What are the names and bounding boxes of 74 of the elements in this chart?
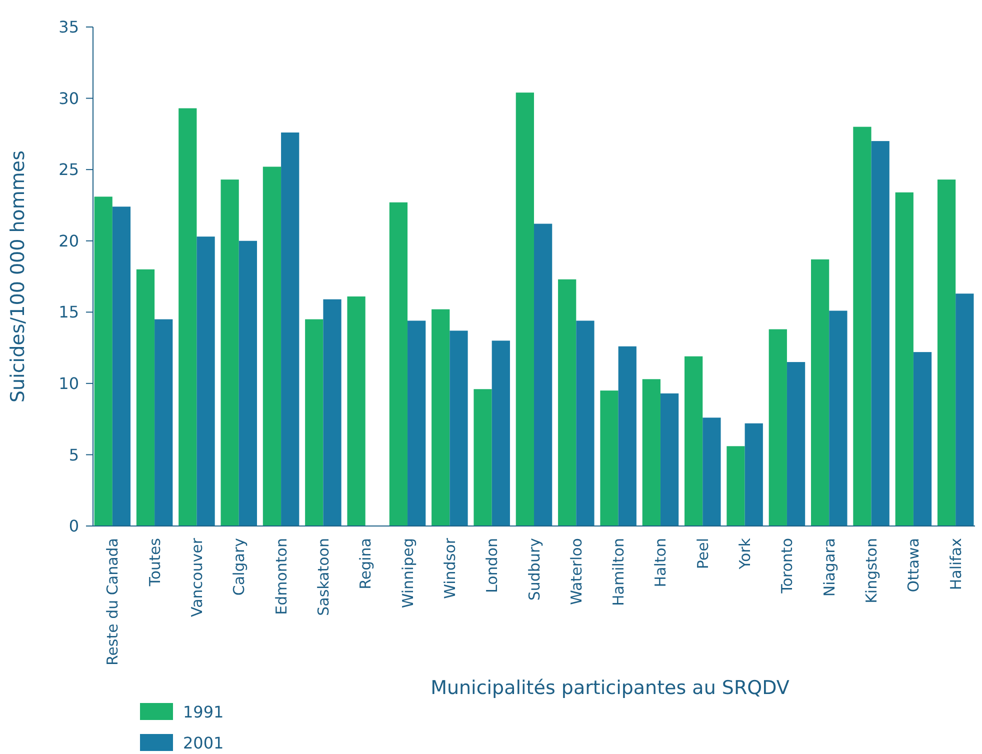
legend-label: 1991 [183,702,224,722]
y-tick-label: 30 [58,88,79,108]
bar [600,390,618,526]
bar [281,132,300,526]
x-tick-label: Vancouver [188,537,206,617]
y-tick-label: 20 [58,231,79,250]
x-tick-label: Halifax [946,538,965,590]
bar [238,240,258,526]
x-tick-label: Waterloo [567,538,586,605]
bar [576,320,594,526]
x-tick-label: Toronto [778,538,796,594]
bar [196,236,215,526]
x-tick-label: Sudbury [525,538,544,601]
bar [305,319,324,526]
y-tick-label: 10 [58,374,79,394]
y-tick-label: 15 [58,302,79,322]
x-tick-label: Peel [694,538,712,570]
bar [389,202,408,526]
bar [516,92,534,526]
y-tick-label: 35 [58,18,79,37]
bar [94,196,112,526]
x-tick-label: Regina [356,538,375,590]
y-tick-label: 25 [58,160,79,180]
bar [829,310,848,526]
x-tick-label: Niagara [820,538,838,597]
bar [136,269,155,526]
bar [432,309,450,526]
bar [768,329,787,526]
x-tick-label: Halton [652,538,670,588]
x-tick-label: Saskatoon [314,538,332,616]
x-tick-label: Edmonton [272,538,290,615]
x-tick-label: Hamilton [610,538,628,606]
bar [937,180,956,526]
bar [744,423,763,526]
bar [702,418,721,526]
bar [178,108,197,526]
x-tick-label: Toutes [146,538,164,588]
bar [347,296,366,526]
bar [786,362,806,526]
bar [853,126,872,526]
bar [534,224,552,526]
bar [810,259,830,526]
bar [408,320,426,526]
x-tick-label: Reste du Canada [104,538,122,666]
bar [154,319,173,526]
bar [956,294,974,526]
x-tick-label: Ottawa [904,538,923,592]
y-tick-label: 5 [68,445,79,464]
bar [871,141,890,526]
legend-label: 2001 [183,734,224,753]
bar [913,352,932,526]
x-tick-label: Winnipeg [398,538,417,608]
bar [492,340,510,526]
bar [618,346,636,526]
bar [112,206,131,526]
x-tick-label: Windsor [440,537,459,599]
x-tick-label: Calgary [230,538,248,596]
y-tick-label: 0 [68,516,79,536]
y-axis-title: Suicides/100 000 hommes [7,150,29,403]
bar [642,379,660,526]
x-tick-label: London [483,538,502,593]
x-tick-label: York [736,538,754,570]
bar [262,166,282,526]
bar [323,299,342,526]
bar [684,356,703,526]
bar [558,279,576,526]
bar [450,330,468,526]
bar [474,389,492,526]
x-axis-title: Municipalités participantes au SRQDV [430,677,790,699]
bar [726,446,745,526]
x-tick-label: Kingston [862,538,881,604]
bar [220,180,239,526]
bar [895,192,914,526]
bar [660,393,679,526]
